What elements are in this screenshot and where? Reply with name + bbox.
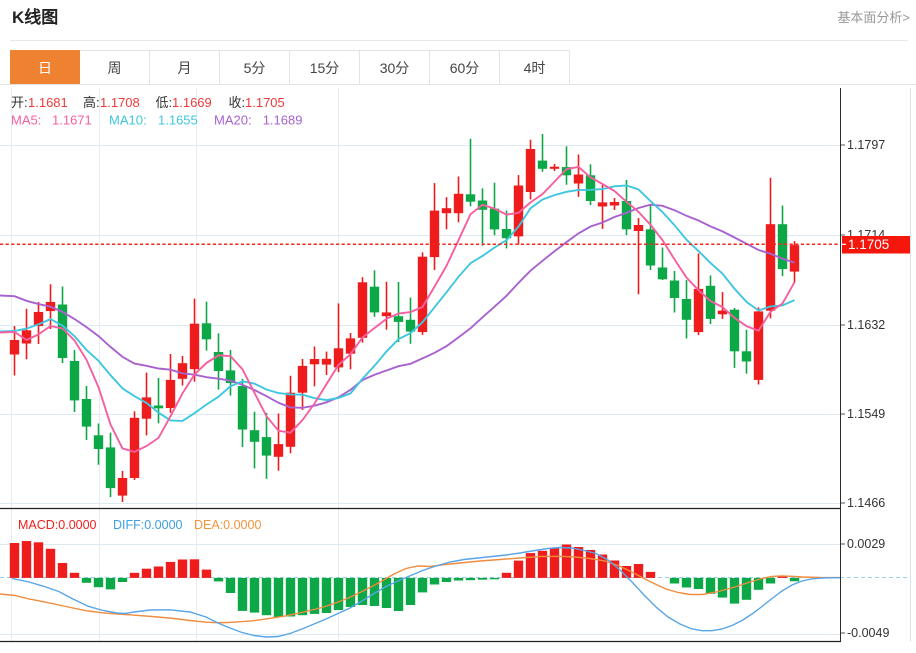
svg-text:1.1705: 1.1705 — [848, 237, 889, 252]
svg-text:1.1632: 1.1632 — [847, 318, 885, 332]
svg-text:1.1466: 1.1466 — [847, 496, 885, 510]
svg-text:1.1797: 1.1797 — [847, 138, 885, 152]
svg-text:1.1549: 1.1549 — [847, 407, 885, 421]
svg-text:0.0029: 0.0029 — [847, 537, 885, 551]
svg-text:-0.0049: -0.0049 — [847, 626, 889, 640]
